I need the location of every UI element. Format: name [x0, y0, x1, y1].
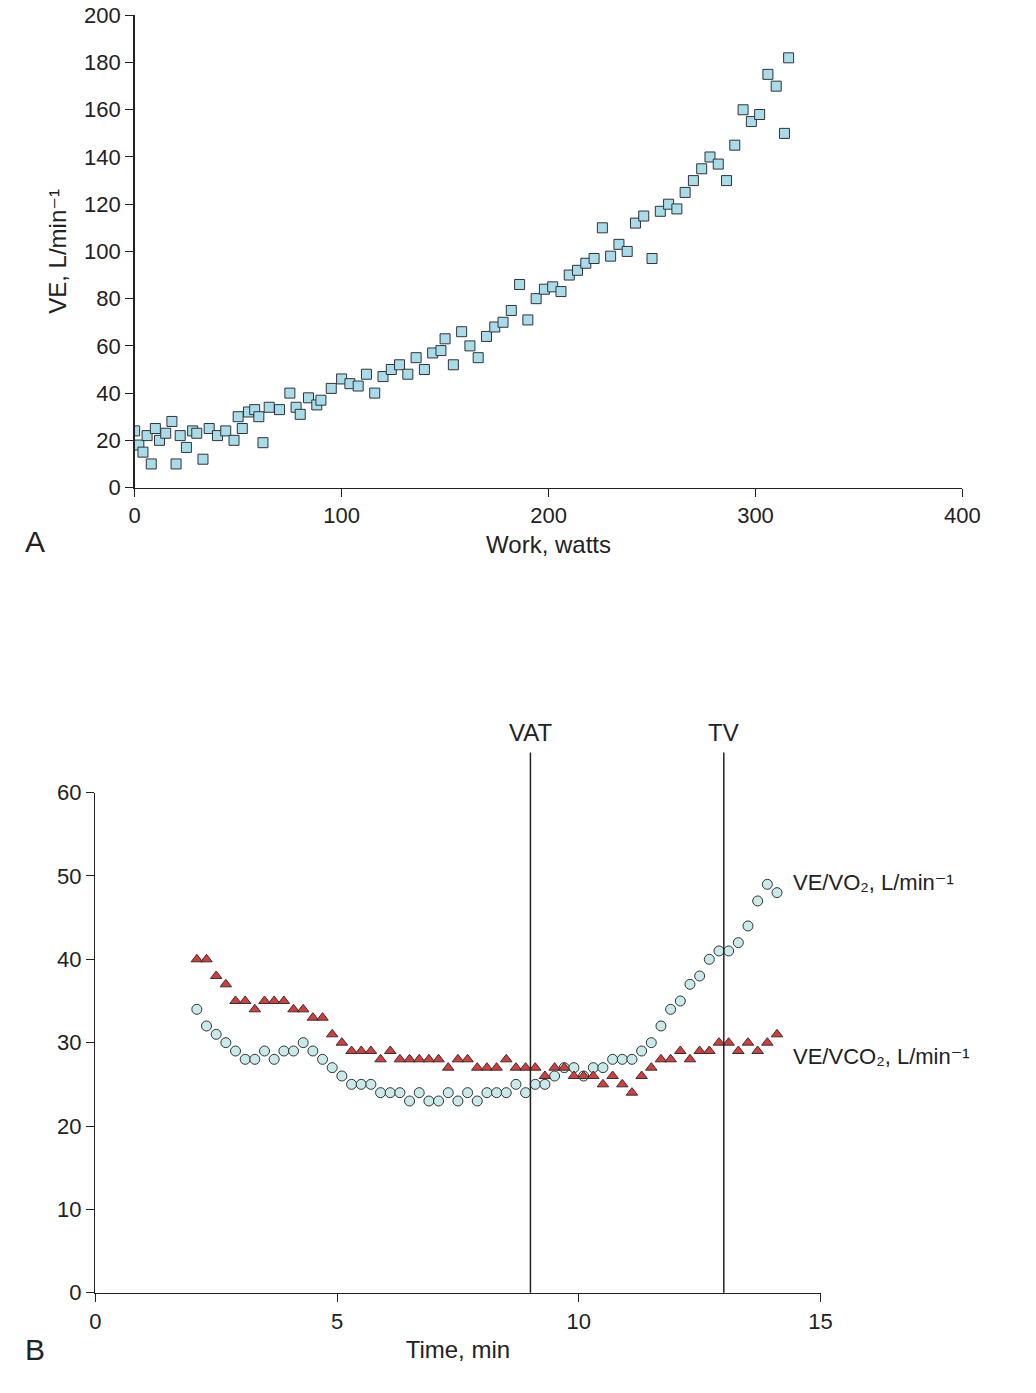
svg-text:140: 140	[84, 145, 121, 170]
svg-text:200: 200	[84, 3, 121, 28]
svg-text:0: 0	[129, 503, 141, 528]
svg-text:60: 60	[96, 334, 120, 359]
svg-text:300: 300	[737, 503, 774, 528]
svg-text:200: 200	[530, 503, 567, 528]
svg-text:15: 15	[808, 1309, 832, 1334]
svg-text:180: 180	[84, 50, 121, 75]
svg-text:TV: TV	[708, 719, 739, 746]
svg-text:120: 120	[84, 192, 121, 217]
svg-text:Work, watts: Work, watts	[486, 531, 611, 558]
svg-text:B: B	[25, 1333, 45, 1366]
svg-text:400: 400	[944, 503, 981, 528]
svg-text:Time, min: Time, min	[406, 1336, 510, 1363]
svg-text:20: 20	[96, 428, 120, 453]
svg-text:10: 10	[57, 1197, 81, 1222]
svg-text:VE/VCO₂, L/min⁻¹: VE/VCO₂, L/min⁻¹	[793, 1044, 970, 1069]
svg-text:80: 80	[96, 286, 120, 311]
svg-text:A: A	[25, 525, 45, 558]
svg-text:0: 0	[69, 1280, 81, 1305]
svg-text:5: 5	[331, 1309, 343, 1334]
svg-text:VE, L/min⁻¹: VE, L/min⁻¹	[44, 189, 71, 314]
svg-text:20: 20	[57, 1114, 81, 1139]
svg-text:40: 40	[96, 381, 120, 406]
svg-text:160: 160	[84, 97, 121, 122]
svg-text:VE/VO₂, L/min⁻¹: VE/VO₂, L/min⁻¹	[793, 870, 954, 895]
svg-text:0: 0	[109, 475, 121, 500]
svg-text:0: 0	[89, 1309, 101, 1334]
svg-text:50: 50	[57, 864, 81, 889]
svg-text:100: 100	[84, 239, 121, 264]
svg-text:60: 60	[57, 780, 81, 805]
svg-text:100: 100	[323, 503, 360, 528]
svg-text:40: 40	[57, 947, 81, 972]
svg-text:30: 30	[57, 1030, 81, 1055]
svg-text:VAT: VAT	[509, 719, 552, 746]
svg-text:10: 10	[567, 1309, 591, 1334]
